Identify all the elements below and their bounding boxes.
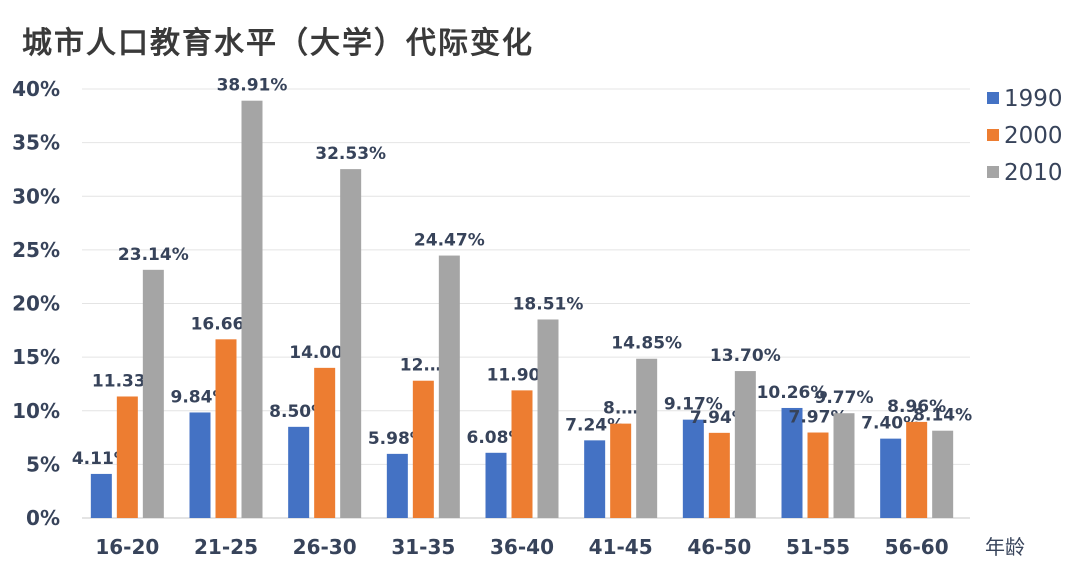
bar-2010 [438, 255, 460, 518]
y-tick-label: 0% [26, 506, 60, 530]
data-label: 10.26% [757, 383, 828, 403]
data-label: 8.96% [887, 397, 946, 417]
data-label: 23.14% [118, 245, 189, 265]
data-label: 7.97% [789, 408, 848, 428]
x-tick-label: 26-30 [293, 535, 357, 559]
bar-2000 [314, 367, 336, 518]
data-label: 8.… [603, 399, 638, 419]
y-tick-label: 30% [12, 184, 60, 208]
bar-2000 [116, 396, 138, 518]
legend-swatch-2000 [987, 129, 999, 141]
data-label: 14.85% [611, 334, 682, 354]
data-label: 38.91% [217, 76, 288, 96]
legend-label: 2000 [1004, 123, 1063, 149]
bar-1990 [682, 419, 704, 518]
x-tick-label: 51-55 [786, 535, 850, 559]
y-tick-label: 20% [12, 292, 60, 316]
bar-2010 [833, 413, 855, 518]
x-tick-label: 21-25 [194, 535, 258, 559]
x-tick-label: 41-45 [589, 535, 653, 559]
legend-label: 2010 [1004, 160, 1063, 186]
bar-2000 [807, 432, 829, 518]
bar-2000 [906, 421, 928, 518]
x-tick-label: 36-40 [490, 535, 554, 559]
x-tick-label: 16-20 [95, 535, 159, 559]
bar-2000 [215, 339, 237, 518]
bar-1990 [90, 473, 112, 518]
data-label: 7.24% [565, 415, 624, 435]
data-label: 8.14% [913, 406, 972, 426]
y-tick-label: 15% [12, 345, 60, 369]
y-tick-label: 5% [26, 452, 60, 476]
data-label: 7.94% [690, 408, 749, 428]
bar-1990 [781, 407, 803, 518]
legend-swatch-2010 [987, 166, 999, 178]
bar-1990 [880, 438, 902, 518]
data-label: 12.… [400, 356, 447, 376]
data-label: 7.40% [861, 414, 920, 434]
bar-2010 [340, 169, 362, 518]
bar-1990 [189, 412, 211, 518]
data-label: 6.08% [467, 428, 526, 448]
x-axis-title: 年龄 [985, 535, 1025, 559]
legend-swatch-1990 [987, 92, 999, 104]
bar-2010 [734, 371, 756, 518]
y-tick-label: 35% [12, 131, 60, 155]
bar-1990 [386, 453, 408, 518]
data-label: 5.98% [368, 429, 427, 449]
data-label: 9.77% [815, 388, 874, 408]
bar-2000 [412, 380, 434, 518]
bar-2000 [708, 432, 730, 518]
data-label: 13.70% [710, 346, 781, 366]
y-tick-label: 10% [12, 399, 60, 423]
data-label: 8.50% [269, 402, 328, 422]
y-tick-label: 40% [12, 77, 60, 101]
data-label: 9.84% [171, 387, 230, 407]
bar-1990 [288, 426, 310, 518]
bar-1990 [485, 452, 507, 518]
bar-2010 [241, 100, 263, 518]
bar-2010 [537, 319, 559, 518]
x-tick-label: 56-60 [885, 535, 949, 559]
chart-title: 城市人口教育水平（大学）代际变化 [22, 26, 534, 61]
data-label: 4.11% [72, 449, 131, 469]
data-label: 32.53% [315, 144, 386, 164]
bar-2010 [636, 358, 658, 518]
data-label: 9.17% [664, 395, 723, 415]
legend-label: 1990 [1004, 86, 1063, 112]
x-tick-label: 46-50 [687, 535, 751, 559]
bar-2010 [932, 430, 954, 518]
x-tick-label: 31-35 [391, 535, 455, 559]
bar-2000 [511, 390, 533, 518]
bar-1990 [584, 440, 606, 518]
data-label: 18.51% [513, 294, 584, 314]
bar-2000 [610, 423, 632, 518]
y-tick-label: 25% [12, 238, 60, 262]
data-label: 24.47% [414, 231, 485, 251]
bar-2010 [142, 269, 164, 518]
